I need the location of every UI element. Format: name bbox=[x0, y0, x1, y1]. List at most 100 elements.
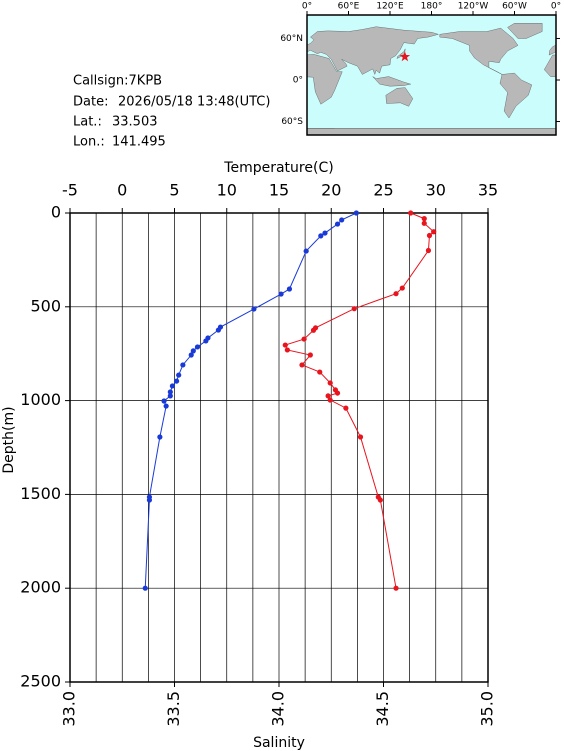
profile-point bbox=[339, 217, 345, 223]
x-tick-label: 33.5 bbox=[164, 691, 183, 727]
land bbox=[548, 44, 556, 56]
profile-point bbox=[426, 232, 433, 239]
map-lat-label: 0° bbox=[293, 76, 303, 86]
land bbox=[0, 28, 20, 74]
profile-point bbox=[188, 352, 194, 358]
profile-point bbox=[282, 342, 288, 348]
land bbox=[385, 87, 414, 107]
profile-point bbox=[334, 390, 341, 396]
land bbox=[372, 76, 411, 87]
y-tick-label: 0 bbox=[51, 203, 61, 222]
profile-point bbox=[393, 585, 399, 591]
profile-point bbox=[301, 336, 307, 342]
profile-point bbox=[421, 216, 427, 222]
map-lon-label: 120°W bbox=[458, 2, 489, 12]
profile-point bbox=[327, 397, 333, 403]
land bbox=[307, 128, 335, 135]
y-tick-label: 500 bbox=[30, 296, 61, 315]
land bbox=[396, 48, 406, 59]
profile-point bbox=[284, 347, 290, 353]
plot-frame bbox=[69, 212, 489, 683]
profile-point bbox=[318, 233, 324, 239]
profile-point bbox=[173, 378, 180, 384]
lat-label: Lat.: bbox=[73, 115, 102, 130]
map-lon-label: 0° bbox=[302, 2, 312, 12]
profile-point bbox=[408, 210, 414, 216]
profile-point bbox=[180, 362, 186, 368]
x-tick-label: 34.5 bbox=[373, 691, 392, 727]
profile-point bbox=[425, 247, 432, 254]
date: 2026/05/18 13:48(UTC) bbox=[118, 95, 270, 110]
date-label: Date: bbox=[73, 95, 108, 110]
x2-tick-label: 5 bbox=[169, 181, 179, 200]
profile-point bbox=[163, 403, 169, 409]
land bbox=[10, 23, 45, 38]
map bbox=[0, 15, 556, 135]
x2-tick-label: 10 bbox=[217, 181, 237, 200]
land bbox=[307, 128, 556, 135]
callsign: Callsign:7KPB bbox=[73, 74, 162, 89]
profile-point bbox=[325, 393, 331, 399]
profile-point bbox=[161, 398, 167, 404]
profile-point bbox=[176, 372, 182, 378]
map-lon-label: 60°E bbox=[338, 2, 360, 12]
profile-point bbox=[307, 352, 313, 358]
y-tick-label: 2000 bbox=[20, 578, 61, 597]
x2-tick-label: 35 bbox=[478, 181, 498, 200]
profile-point bbox=[327, 380, 333, 386]
profile-point bbox=[167, 393, 173, 399]
profile-point bbox=[251, 306, 257, 312]
profile-point bbox=[142, 585, 148, 591]
profile-point bbox=[203, 338, 209, 344]
x2-tick-label: 30 bbox=[426, 181, 446, 200]
map-lat-label: 60°N bbox=[280, 34, 303, 44]
y-tick-label: 1500 bbox=[20, 484, 61, 503]
profile-point bbox=[399, 285, 405, 291]
land bbox=[543, 54, 556, 78]
profile-point bbox=[169, 383, 176, 389]
land bbox=[439, 27, 519, 75]
profile-point bbox=[299, 362, 305, 368]
profile-point bbox=[353, 210, 359, 216]
x2-tick-label: 20 bbox=[321, 181, 341, 200]
profile-point bbox=[334, 221, 341, 227]
land bbox=[499, 72, 533, 119]
profile-point bbox=[357, 434, 364, 440]
profile-point bbox=[190, 348, 196, 354]
profile-point bbox=[157, 434, 163, 440]
land bbox=[307, 26, 440, 76]
profile-point bbox=[215, 327, 221, 333]
profile-point bbox=[303, 248, 309, 254]
land bbox=[51, 27, 189, 75]
lon-label: Lon.: bbox=[73, 135, 105, 150]
y-axis-title: Depth(m) bbox=[1, 406, 17, 473]
land bbox=[307, 54, 343, 105]
lon: 141.495 bbox=[112, 135, 166, 150]
map-lat-label: 60°S bbox=[281, 117, 303, 127]
profile-point bbox=[317, 369, 323, 375]
profile-line bbox=[144, 212, 357, 589]
land bbox=[148, 49, 156, 59]
x2-tick-label: 25 bbox=[373, 181, 393, 200]
x-tick-label: 33.0 bbox=[60, 691, 79, 727]
profile-point bbox=[278, 291, 284, 297]
profile-point bbox=[393, 291, 399, 297]
profile-point bbox=[343, 405, 349, 411]
station-marker bbox=[399, 51, 411, 62]
profile-point bbox=[146, 497, 153, 503]
profile-point bbox=[377, 497, 383, 503]
y-tick-label: 1000 bbox=[20, 390, 61, 409]
x-tick-label: 35.0 bbox=[478, 691, 497, 727]
land bbox=[507, 23, 543, 39]
lat: 33.503 bbox=[112, 115, 158, 130]
y-tick-label: 2500 bbox=[20, 672, 61, 691]
x2-tick-label: -5 bbox=[62, 181, 78, 200]
profile-point bbox=[286, 286, 293, 292]
x-tick-label: 34.0 bbox=[269, 691, 288, 727]
profile-point bbox=[167, 389, 173, 395]
map-lon-label: 60°W bbox=[502, 2, 527, 12]
profile-point bbox=[431, 229, 437, 235]
map-lon-label: 180° bbox=[421, 2, 443, 12]
profile-point bbox=[322, 230, 328, 236]
